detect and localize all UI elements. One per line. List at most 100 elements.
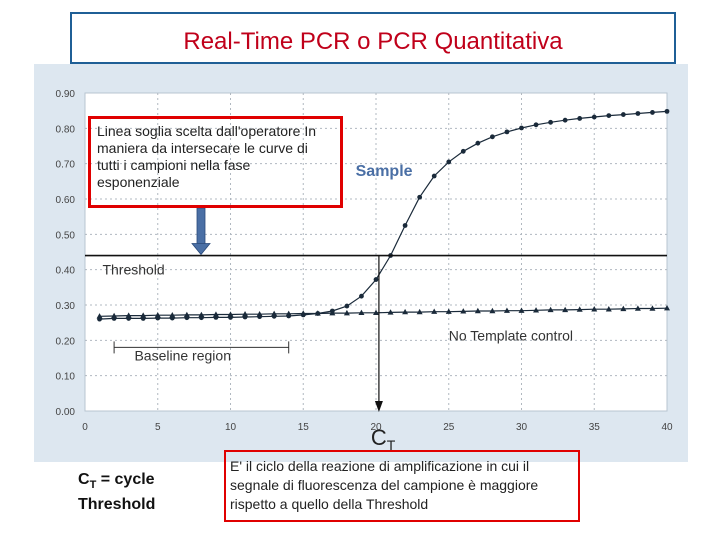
ntc-data-point (489, 307, 496, 314)
ntc-data-point (387, 309, 394, 315)
ct-label-main: C (371, 425, 387, 450)
ntc-data-point (169, 312, 176, 318)
sample-data-point (344, 303, 350, 309)
ntc-data-point (154, 312, 161, 318)
ntc-data-point (111, 312, 118, 319)
ntc-data-point (503, 307, 510, 313)
ntc-data-point (547, 306, 554, 313)
overlay-layer: Threshold Baseline region Sample No Templat… (85, 163, 667, 453)
sample-data-point (417, 194, 423, 200)
sample-data-point (519, 125, 524, 131)
y-tick-label: 0.10 (56, 372, 76, 383)
ntc-data-point (256, 310, 263, 317)
x-tick-label: 15 (298, 422, 310, 433)
y-tick-label: 0.60 (56, 195, 76, 206)
sample-data-point (490, 134, 495, 140)
ct-definition-label: CT = cycle Threshold (78, 470, 155, 515)
ntc-data-point (242, 310, 249, 317)
y-tick-label: 0.70 (56, 160, 76, 171)
ntc-label: No Template control (449, 327, 573, 343)
title-box: Real-Time PCR o PCR Quantitativa (70, 12, 676, 64)
x-axis-ticks: 0 5 10 15 20 25 30 35 40 (82, 422, 673, 433)
series-line-sample (99, 110, 668, 320)
ntc-data-point (314, 310, 321, 316)
sample-data-point (359, 293, 364, 299)
ntc-data-point (271, 310, 278, 317)
y-tick-label: 0.90 (56, 89, 76, 100)
ntc-data-point (329, 309, 336, 316)
y-axis-ticks: 0.00 0.10 0.20 0.30 0.40 0.50 0.60 0.70 0.80 0.90 (56, 89, 76, 418)
ntc-data-point (140, 312, 147, 318)
ct-def-main: C (78, 471, 90, 488)
ntc-data-point (373, 309, 379, 315)
threshold-pointer-arrow-head (191, 243, 211, 256)
ntc-data-point (343, 309, 350, 316)
sample-data-point (664, 108, 670, 114)
series-line-ntc (99, 307, 668, 317)
ntc-data-point (591, 306, 598, 312)
x-tick-label: 10 (225, 422, 237, 433)
ntc-data-point (358, 309, 365, 315)
ntc-data-point (431, 308, 438, 314)
ntc-data-point (198, 311, 205, 318)
ntc-data-point (649, 305, 656, 311)
y-tick-label: 0.80 (56, 124, 76, 135)
ntc-data-point (125, 312, 132, 318)
ntc-data-point (183, 311, 190, 318)
ntc-data-point (518, 307, 525, 313)
x-tick-label: 25 (443, 422, 455, 433)
ntc-data-point (285, 310, 292, 317)
sample-data-point (460, 148, 466, 154)
ntc-data-point (402, 308, 409, 315)
x-tick-label: 0 (82, 422, 88, 433)
ntc-data-point (576, 306, 583, 312)
sample-data-point (650, 110, 655, 115)
ct-arrow-head (374, 401, 383, 412)
ntc-data-point (445, 308, 452, 314)
sample-data-point (620, 112, 626, 117)
ntc-data-point (533, 307, 540, 313)
ct-def-line2: Threshold (78, 496, 156, 514)
ntc-data-point (212, 311, 219, 317)
sample-data-point (577, 116, 583, 121)
x-tick-label: 5 (155, 422, 161, 433)
ntc-data-point (416, 308, 423, 315)
sample-data-point (606, 113, 612, 119)
sample-data-point (533, 122, 539, 128)
ct-definition-text: E' il ciclo della reazione di amplificaz… (230, 458, 539, 512)
threshold-annotation-box: Linea soglia scelta dall'operatore In ma… (88, 116, 343, 208)
x-tick-label: 40 (661, 422, 673, 433)
sample-data-point (635, 111, 641, 116)
sample-data-point (475, 140, 481, 146)
y-tick-label: 0.00 (56, 407, 76, 418)
ntc-data-point (96, 313, 103, 319)
qpcr-chart: 0.00 0.10 0.20 0.30 0.40 0.50 0.60 0.70 0.80 0.90… (34, 64, 688, 462)
threshold-pointer-arrow-shaft (196, 207, 206, 246)
x-tick-label: 20 (370, 422, 382, 433)
x-tick-label: 30 (516, 422, 528, 433)
ntc-data-point (460, 308, 467, 314)
y-tick-label: 0.40 (56, 266, 76, 277)
sample-data-point (591, 114, 597, 120)
sample-data-point (548, 119, 553, 125)
ntc-data-point (562, 306, 569, 313)
ntc-data-point (227, 311, 234, 317)
ct-label-sub: T (387, 437, 396, 453)
threshold-annotation-text: Linea soglia scelta dall'operatore In ma… (97, 123, 317, 190)
page-title: Real-Time PCR o PCR Quantitativa (183, 28, 563, 55)
ntc-data-point (605, 306, 612, 312)
ntc-data-point (620, 305, 627, 312)
sample-data-point (431, 173, 437, 179)
y-tick-label: 0.20 (56, 336, 76, 347)
grid-lines (85, 93, 667, 411)
threshold-label: Threshold (102, 262, 164, 278)
sample-data-point (562, 117, 568, 123)
sample-label: Sample (356, 163, 413, 180)
y-tick-label: 0.30 (56, 301, 76, 312)
sample-data-point (504, 129, 510, 135)
series-layer (96, 108, 670, 322)
x-tick-label: 35 (589, 422, 601, 433)
ntc-data-point (300, 310, 307, 316)
baseline-label: Baseline region (134, 347, 231, 363)
y-tick-label: 0.50 (56, 230, 76, 241)
